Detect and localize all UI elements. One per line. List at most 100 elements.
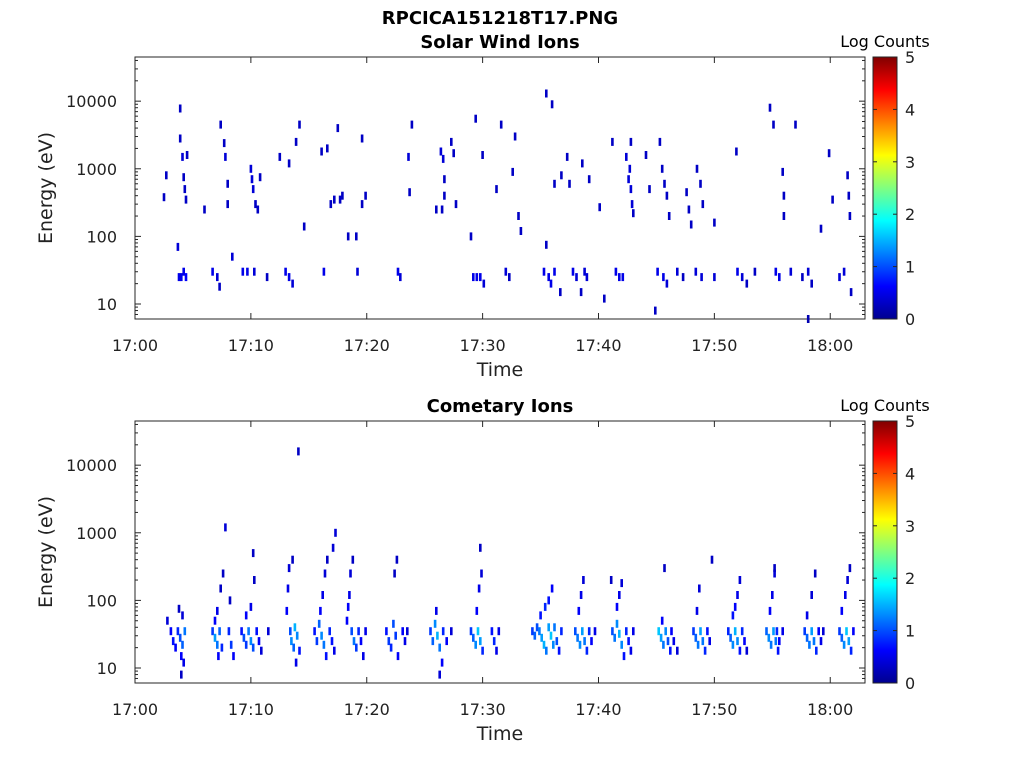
heatmap-cell (815, 646, 818, 655)
heatmap-cell (395, 555, 399, 564)
heatmap-cell (618, 591, 621, 599)
heatmap-cell (284, 267, 287, 276)
heatmap-cell (662, 640, 665, 649)
heatmap-cell (291, 555, 294, 564)
heatmap-cell (216, 273, 219, 282)
heatmap-cell (590, 637, 593, 646)
heatmap-cell (292, 643, 295, 652)
heatmap-cell (666, 637, 670, 646)
heatmap-cell (581, 627, 584, 636)
heatmap-cell (322, 640, 326, 649)
heatmap-cell (177, 604, 181, 613)
heatmap-cell (222, 139, 226, 148)
heatmap-cell (257, 637, 261, 646)
heatmap-cell (181, 640, 184, 649)
heatmap-cell (352, 637, 356, 646)
heatmap-cell (278, 152, 282, 161)
x-tick-label: 17:10 (228, 336, 274, 355)
heatmap-cell (553, 179, 556, 188)
x-tick-label: 17:30 (460, 700, 506, 719)
heatmap-cell (294, 658, 298, 667)
colorbar-tick-label: 4 (905, 100, 915, 119)
heatmap-cell (692, 627, 695, 636)
heatmap-cell (665, 191, 669, 200)
heatmap-cell (323, 569, 327, 578)
heatmap-cell (177, 273, 181, 282)
heatmap-cell (831, 195, 834, 204)
heatmap-cell (443, 191, 446, 200)
heatmap-cell (776, 646, 780, 655)
heatmap-cell (469, 232, 473, 241)
heatmap-cell (648, 185, 651, 194)
heatmap-cell (842, 267, 846, 276)
heatmap-cell (231, 252, 234, 261)
heatmap-cell (445, 637, 448, 646)
heatmap-cell (298, 120, 301, 129)
heatmap-cell (846, 576, 849, 584)
x-tick-label: 18:00 (807, 700, 853, 719)
heatmap-cell (840, 633, 844, 642)
heatmap-cell (629, 646, 633, 655)
heatmap-cell (846, 171, 849, 180)
heatmap-cell (625, 627, 628, 636)
heatmap-cell (531, 627, 534, 636)
heatmap-cell (251, 185, 255, 194)
panel-title-solar-wind: Solar Wind Ions (420, 32, 579, 53)
heatmap-cell (842, 640, 846, 649)
heatmap-cell (781, 627, 784, 636)
heatmap-cell (813, 569, 817, 578)
heatmap-cell (211, 267, 214, 276)
panel-solar-wind: Solar Wind Ions 17:00 17:10 17:20 17:30 17:4… (35, 32, 930, 381)
heatmap-cell (745, 279, 749, 288)
heatmap-cell (297, 447, 300, 456)
heatmap-cell (454, 200, 458, 209)
heatmap-cell (819, 224, 823, 233)
heatmap-cell (698, 584, 701, 593)
heatmap-cell (568, 179, 571, 188)
heatmap-cells-cometary (166, 447, 855, 679)
heatmap-cell (598, 203, 601, 212)
heatmap-cell (533, 631, 537, 640)
heatmap-cell (768, 103, 772, 112)
heatmap-cell (663, 179, 666, 188)
heatmap-cell (219, 584, 222, 593)
heatmap-cell (495, 646, 498, 655)
heatmap-cell (703, 646, 707, 655)
heatmap-cell (629, 137, 633, 146)
heatmap-cell (438, 643, 441, 652)
heatmap-cell (738, 646, 742, 655)
heatmap-cell (183, 627, 187, 636)
heatmap-cell (773, 564, 776, 573)
heatmap-cell (706, 627, 709, 636)
heatmap-cell (260, 646, 263, 655)
heatmap-cell (452, 149, 455, 158)
heatmap-cell (847, 191, 851, 200)
heatmap-cell (620, 579, 623, 588)
heatmap-cell (359, 637, 363, 646)
heatmap-cell (731, 611, 735, 620)
heatmap-cell (542, 640, 546, 649)
heatmap-cell (849, 646, 853, 655)
colorbar-tick-label: 5 (905, 48, 915, 67)
heatmap-cell (178, 633, 182, 642)
heatmap-cell (508, 273, 511, 282)
heatmap-cell (618, 273, 621, 282)
heatmap-cell (852, 627, 855, 636)
heatmap-cell (700, 273, 703, 282)
heatmap-cell (545, 240, 548, 249)
heatmap-cell (603, 294, 606, 303)
heatmap-cell (477, 584, 481, 593)
heatmap-cell (290, 637, 293, 646)
figure-title: RPCICA151218T17.PNG (382, 8, 618, 29)
heatmap-cell (410, 120, 414, 129)
heatmap-cell (345, 616, 349, 625)
heatmap-cell (403, 637, 407, 646)
heatmap-cell (681, 273, 685, 282)
heatmap-cell (479, 273, 482, 282)
heatmap-cell (360, 134, 364, 143)
colorbar-tick-label: 2 (905, 205, 915, 224)
heatmap-cell (774, 637, 778, 646)
heatmap-cell (364, 627, 367, 636)
colorbar-gradient-cometary (872, 420, 898, 684)
heatmap-cell (440, 205, 444, 214)
